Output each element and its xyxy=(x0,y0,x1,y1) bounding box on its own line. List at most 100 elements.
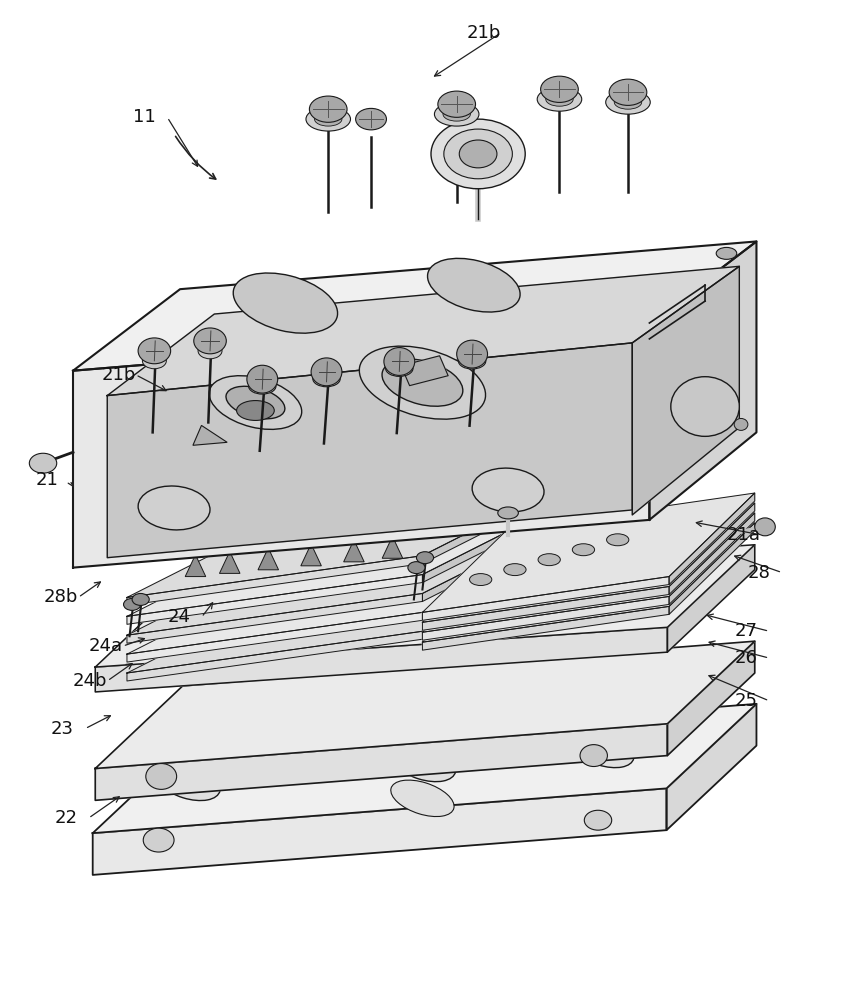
Ellipse shape xyxy=(503,564,525,576)
Ellipse shape xyxy=(146,764,177,789)
Ellipse shape xyxy=(456,340,487,368)
Ellipse shape xyxy=(194,328,226,354)
Text: 25: 25 xyxy=(734,692,757,710)
Polygon shape xyxy=(668,513,754,604)
Ellipse shape xyxy=(132,593,149,605)
Text: 24b: 24b xyxy=(73,672,108,690)
Text: 24: 24 xyxy=(167,608,190,626)
Polygon shape xyxy=(422,544,520,601)
Polygon shape xyxy=(127,612,422,662)
Ellipse shape xyxy=(233,273,338,333)
Polygon shape xyxy=(127,506,520,597)
Polygon shape xyxy=(666,545,754,652)
Ellipse shape xyxy=(572,544,594,556)
Ellipse shape xyxy=(246,365,277,393)
Ellipse shape xyxy=(29,453,57,473)
Polygon shape xyxy=(73,241,756,371)
Polygon shape xyxy=(344,540,364,562)
Polygon shape xyxy=(422,582,520,639)
Polygon shape xyxy=(127,556,422,605)
Polygon shape xyxy=(422,596,668,640)
Ellipse shape xyxy=(472,468,543,512)
Ellipse shape xyxy=(356,108,386,130)
Polygon shape xyxy=(96,641,754,768)
Ellipse shape xyxy=(754,518,774,536)
Polygon shape xyxy=(127,582,520,673)
Ellipse shape xyxy=(670,377,739,436)
Ellipse shape xyxy=(437,91,475,117)
Polygon shape xyxy=(257,548,278,570)
Polygon shape xyxy=(73,323,648,568)
Ellipse shape xyxy=(309,96,347,122)
Ellipse shape xyxy=(226,386,284,419)
Ellipse shape xyxy=(579,745,607,767)
Text: 28b: 28b xyxy=(44,588,78,606)
Polygon shape xyxy=(127,575,422,624)
Ellipse shape xyxy=(407,562,424,574)
Ellipse shape xyxy=(570,730,633,768)
Polygon shape xyxy=(93,704,756,833)
Ellipse shape xyxy=(314,112,342,126)
Text: 26: 26 xyxy=(734,649,757,667)
Polygon shape xyxy=(400,356,448,386)
Ellipse shape xyxy=(734,418,747,430)
Polygon shape xyxy=(422,493,754,612)
Ellipse shape xyxy=(427,258,519,312)
Polygon shape xyxy=(668,503,754,594)
Ellipse shape xyxy=(416,552,433,564)
Polygon shape xyxy=(422,577,668,620)
Polygon shape xyxy=(96,724,666,800)
Ellipse shape xyxy=(434,102,479,126)
Text: 21b: 21b xyxy=(467,24,501,42)
Polygon shape xyxy=(220,552,239,573)
Ellipse shape xyxy=(313,371,340,387)
Ellipse shape xyxy=(497,507,517,519)
Polygon shape xyxy=(93,788,666,875)
Ellipse shape xyxy=(138,338,170,364)
Ellipse shape xyxy=(469,574,492,586)
Polygon shape xyxy=(96,545,754,667)
Ellipse shape xyxy=(408,498,418,506)
Ellipse shape xyxy=(143,828,174,852)
Ellipse shape xyxy=(584,810,611,830)
Polygon shape xyxy=(174,464,507,552)
Polygon shape xyxy=(107,343,631,558)
Ellipse shape xyxy=(443,107,470,121)
Polygon shape xyxy=(648,241,756,520)
Ellipse shape xyxy=(537,554,560,566)
Polygon shape xyxy=(422,606,668,650)
Polygon shape xyxy=(127,525,520,616)
Polygon shape xyxy=(666,704,756,830)
Ellipse shape xyxy=(536,87,581,111)
Polygon shape xyxy=(300,544,321,566)
Ellipse shape xyxy=(458,353,486,369)
Ellipse shape xyxy=(540,76,578,102)
Polygon shape xyxy=(422,563,520,620)
Polygon shape xyxy=(127,544,520,635)
Text: 24a: 24a xyxy=(89,637,122,655)
Ellipse shape xyxy=(311,358,342,386)
Ellipse shape xyxy=(605,90,649,114)
Text: 11: 11 xyxy=(133,108,156,126)
Ellipse shape xyxy=(306,107,350,131)
Ellipse shape xyxy=(609,79,646,105)
Ellipse shape xyxy=(359,346,485,419)
Ellipse shape xyxy=(388,741,455,782)
Ellipse shape xyxy=(390,780,454,817)
Polygon shape xyxy=(631,266,739,515)
Polygon shape xyxy=(668,493,754,585)
Text: 21: 21 xyxy=(35,471,59,489)
Ellipse shape xyxy=(383,348,414,375)
Text: 23: 23 xyxy=(51,720,74,738)
Ellipse shape xyxy=(381,359,462,406)
Polygon shape xyxy=(422,503,754,622)
Polygon shape xyxy=(666,641,754,756)
Ellipse shape xyxy=(606,534,629,546)
Ellipse shape xyxy=(236,401,274,420)
Ellipse shape xyxy=(142,353,166,369)
Ellipse shape xyxy=(614,95,641,109)
Text: 22: 22 xyxy=(54,809,77,827)
Text: 21a: 21a xyxy=(726,526,759,544)
Polygon shape xyxy=(127,593,422,643)
Text: 28: 28 xyxy=(747,564,770,582)
